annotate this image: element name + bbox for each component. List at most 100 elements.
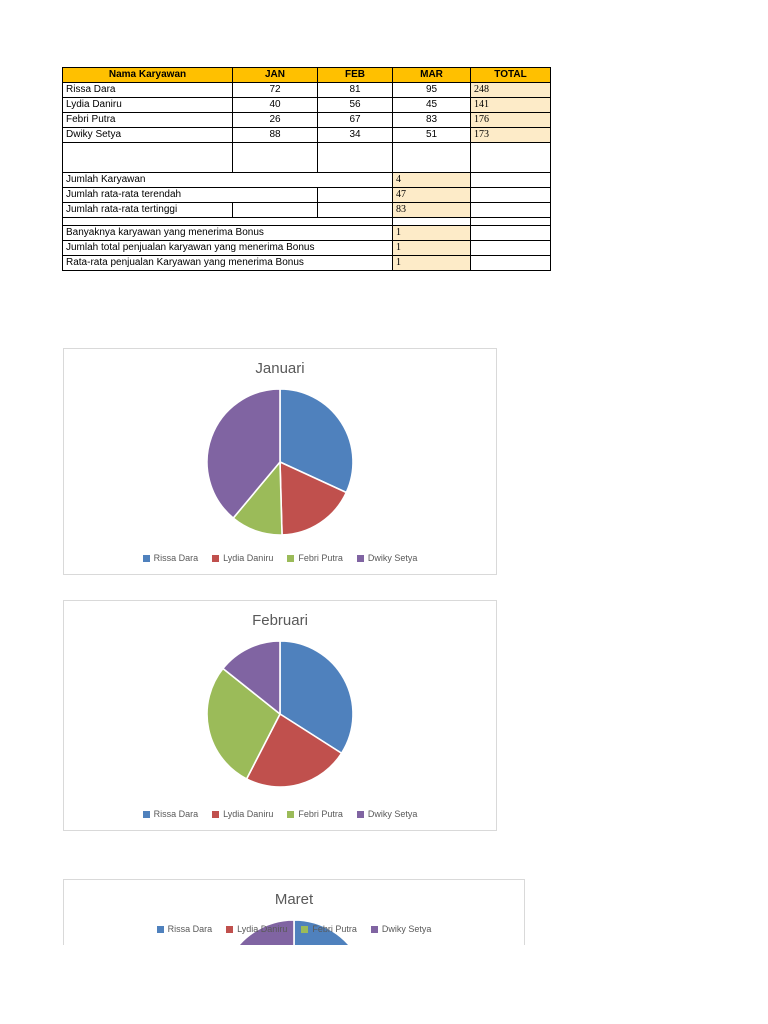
cell-feb: 81: [317, 82, 393, 98]
col-header-total: TOTAL: [470, 67, 551, 83]
bonus-value: 1: [392, 255, 471, 271]
chart-title-januari: Januari: [255, 360, 305, 377]
empty-cell: [470, 187, 551, 203]
pie-slice-lydia-daniru: [279, 460, 348, 536]
empty-row: [62, 142, 551, 173]
empty-cell: [62, 217, 393, 226]
empty-cell: [470, 255, 551, 271]
legend-label: Febri Putra: [298, 553, 343, 563]
empty-cell: [470, 225, 551, 241]
pie-slice-dwiky-setya: [206, 388, 281, 520]
legend-swatch-dwiky-setya: [356, 554, 364, 562]
legend-label: Rissa Dara: [153, 809, 199, 819]
summary-value: 4: [392, 172, 471, 188]
cell-total: 173: [470, 127, 551, 143]
summary-value: 83: [392, 202, 471, 218]
summary-row: Jumlah Karyawan 4: [62, 172, 551, 188]
col-header-feb: FEB: [317, 67, 393, 83]
legend-swatch-lydia-daniru: [212, 810, 220, 818]
legend-label: Lydia Daniru: [237, 924, 288, 934]
cell-total: 141: [470, 97, 551, 113]
chart-legend-maret: Rissa Dara Lydia Daniru Febri Putra Dwiky S…: [64, 924, 524, 934]
legend-swatch-rissa-dara: [142, 554, 150, 562]
legend-swatch-dwiky-setya: [356, 810, 364, 818]
col-header-mar: MAR: [392, 67, 471, 83]
chart-januari: Januari Rissa Dara Lydia Daniru Febri Putr…: [63, 348, 497, 575]
empty-cell: [232, 202, 318, 218]
summary-value: 47: [392, 187, 471, 203]
bonus-label: Rata-rata penjualan Karyawan yang meneri…: [62, 255, 393, 271]
legend-swatch-rissa-dara: [156, 925, 164, 933]
bonus-label: Banyaknya karyawan yang menerima Bonus: [62, 225, 393, 241]
legend-swatch-dwiky-setya: [370, 925, 378, 933]
chart-februari: Februari Rissa Dara Lydia Daniru Febri Put…: [63, 600, 497, 831]
legend-item-lydia-daniru: Lydia Daniru: [212, 809, 273, 819]
bonus-value: 1: [392, 225, 471, 241]
legend-label: Rissa Dara: [153, 553, 199, 563]
col-header-jan: JAN: [232, 67, 318, 83]
cell-mar: 83: [392, 112, 471, 128]
legend-label: Dwiky Setya: [367, 553, 418, 563]
cell-employee-name: Dwiky Setya: [62, 127, 233, 143]
empty-cell: [470, 172, 551, 188]
legend-item-lydia-daniru: Lydia Daniru: [226, 924, 287, 934]
cell-employee-name: Febri Putra: [62, 112, 233, 128]
legend-item-dwiky-setya: Dwiky Setya: [370, 924, 431, 934]
bonus-label: Jumlah total penjualan karyawan yang men…: [62, 240, 393, 256]
table-header-row: Nama Karyawan JAN FEB MAR TOTAL: [62, 67, 551, 83]
empty-cell: [232, 142, 318, 173]
empty-cell: [470, 240, 551, 256]
empty-cell: [392, 142, 471, 173]
empty-cell: [470, 202, 551, 218]
cell-employee-name: Lydia Daniru: [62, 97, 233, 113]
legend-swatch-rissa-dara: [142, 810, 150, 818]
pie-slice-rissa-dara: [279, 388, 354, 494]
cell-jan: 26: [232, 112, 318, 128]
empty-cell: [317, 202, 393, 218]
pie-wrap-januari: [64, 387, 496, 537]
empty-row: [62, 217, 551, 226]
pie-slice-febri-putra: [206, 667, 282, 780]
cell-feb: 56: [317, 97, 393, 113]
empty-cell: [317, 142, 393, 173]
legend-item-rissa-dara: Rissa Dara: [142, 809, 199, 819]
legend-item-rissa-dara: Rissa Dara: [142, 553, 199, 563]
legend-item-febri-putra: Febri Putra: [287, 809, 343, 819]
cell-feb: 34: [317, 127, 393, 143]
bonus-row: Jumlah total penjualan karyawan yang men…: [62, 240, 551, 256]
summary-row: Jumlah rata-rata tertinggi 83: [62, 202, 551, 218]
legend-label: Febri Putra: [312, 924, 357, 934]
legend-item-dwiky-setya: Dwiky Setya: [356, 553, 418, 563]
empty-cell: [470, 217, 551, 226]
legend-swatch-lydia-daniru: [226, 925, 234, 933]
bonus-row: Rata-rata penjualan Karyawan yang meneri…: [62, 255, 551, 271]
cell-employee-name: Rissa Dara: [62, 82, 233, 98]
pie-slice-dwiky-setya: [238, 919, 295, 945]
summary-row: Jumlah rata-rata terendah 47: [62, 187, 551, 203]
legend-swatch-febri-putra: [287, 554, 295, 562]
chart-title-februari: Februari: [252, 612, 308, 629]
table-row: Lydia Daniru 40 56 45 141: [62, 97, 551, 113]
cell-mar: 95: [392, 82, 471, 98]
cell-jan: 40: [232, 97, 318, 113]
cell-total: 176: [470, 112, 551, 128]
cell-total: 248: [470, 82, 551, 98]
summary-label: Jumlah rata-rata tertinggi: [62, 202, 233, 218]
pie-wrap-februari: [64, 639, 496, 789]
bonus-row: Banyaknya karyawan yang menerima Bonus 1: [62, 225, 551, 241]
col-header-nama-karyawan: Nama Karyawan: [62, 67, 233, 83]
pie-februari: [206, 640, 354, 788]
summary-label: Jumlah Karyawan: [62, 172, 393, 188]
legend-swatch-febri-putra: [301, 925, 309, 933]
legend-item-lydia-daniru: Lydia Daniru: [212, 553, 273, 563]
legend-label: Dwiky Setya: [367, 809, 418, 819]
cell-jan: 72: [232, 82, 318, 98]
chart-maret-clipped: Maret Rissa Dara Lydia Daniru Febri Putra D…: [63, 879, 525, 945]
cell-jan: 88: [232, 127, 318, 143]
pie-slice-lydia-daniru: [245, 712, 343, 788]
legend-label: Rissa Dara: [167, 924, 213, 934]
table-row: Rissa Dara 72 81 95 248: [62, 82, 551, 98]
table-row: Dwiky Setya 88 34 51 173: [62, 127, 551, 143]
legend-label: Lydia Daniru: [223, 809, 274, 819]
empty-cell: [392, 217, 471, 226]
